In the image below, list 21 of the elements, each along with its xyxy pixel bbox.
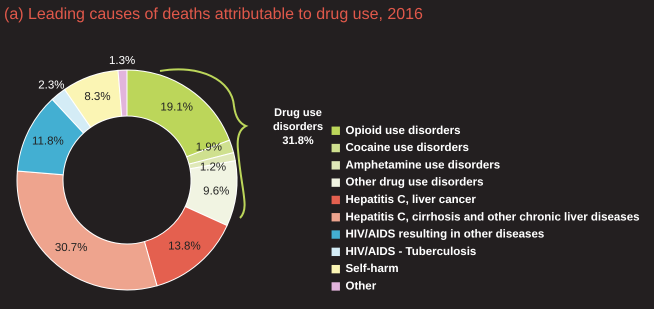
data-label: 1.3% [109, 55, 136, 68]
legend-label: Cocaine use disorders [346, 142, 469, 154]
data-label: 1.2% [200, 161, 226, 174]
data-label: 11.8% [32, 136, 64, 148]
text: Drug use disorders 31.8% [272, 107, 324, 147]
legend-label: Other drug use disorders [346, 176, 484, 189]
data-label: 8.3% [84, 91, 111, 104]
data-label: 2.3% [38, 80, 64, 92]
data-label: 19.1% [160, 101, 193, 114]
legend-label: Amphetamine use disorders [346, 159, 500, 172]
legend-label: HIV/AIDS - Tuberculosis [346, 246, 476, 258]
data-label: 13.8% [168, 240, 201, 253]
legend-label: Hepatitis C, cirrhosis and other chronic liver diseases [346, 211, 640, 224]
chart-title: (a) Leading causes of deaths attributable to drug use, 2016 [4, 6, 424, 23]
data-label: 30.7% [54, 242, 88, 254]
legend-label: Opioid use disorders [346, 124, 461, 137]
legend-label: Hepatitis C, liver cancer [346, 194, 476, 206]
legend-label: Other [346, 280, 377, 292]
legend-label: Self-harm [346, 263, 399, 276]
data-label: 9.6% [203, 185, 230, 198]
legend-label: HIV/AIDS resulting in other diseases [346, 228, 544, 241]
